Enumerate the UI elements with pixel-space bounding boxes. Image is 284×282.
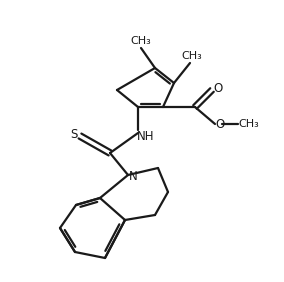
Text: CH₃: CH₃ <box>182 51 202 61</box>
Text: O: O <box>213 81 223 94</box>
Text: N: N <box>129 169 137 182</box>
Text: O: O <box>215 118 225 131</box>
Text: S: S <box>70 127 78 140</box>
Text: CH₃: CH₃ <box>239 119 259 129</box>
Text: NH: NH <box>137 131 155 144</box>
Text: CH₃: CH₃ <box>131 36 151 46</box>
